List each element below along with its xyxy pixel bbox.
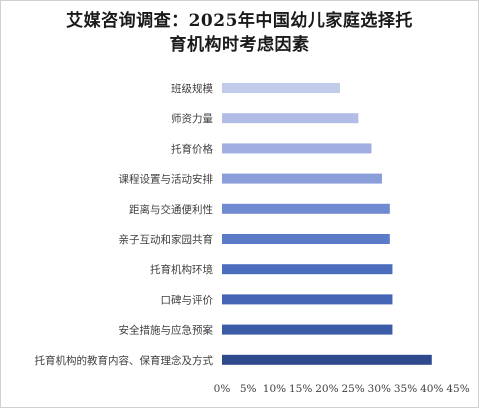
category-label-1: 班级规模 xyxy=(171,82,213,95)
category-label-3: 托育价格 xyxy=(171,142,213,155)
x-tick-label-8: 40% xyxy=(420,383,443,395)
category-label-7: 托育机构环境 xyxy=(150,263,213,276)
bar-7 xyxy=(222,264,393,275)
bar-6 xyxy=(222,234,390,244)
bar-3 xyxy=(222,143,372,154)
bar-4 xyxy=(222,173,382,184)
x-tick-label-0: 0% xyxy=(214,383,231,395)
x-tick-label-2: 10% xyxy=(263,383,286,395)
x-tick-label-3: 15% xyxy=(289,383,312,395)
x-tick-label-1: 5% xyxy=(240,383,257,395)
bar-1 xyxy=(222,83,340,93)
x-tick-label-4: 20% xyxy=(315,383,338,395)
category-label-6: 亲子互动和家园共育 xyxy=(119,233,214,246)
category-label-4: 课程设置与活动安排 xyxy=(119,173,214,186)
x-tick-label-5: 25% xyxy=(341,383,364,395)
category-label-9: 安全措施与应急预案 xyxy=(119,324,214,337)
x-tick-label-7: 35% xyxy=(394,383,417,395)
category-label-5: 距离与交通便利性 xyxy=(129,203,213,216)
bar-5 xyxy=(222,203,390,214)
category-label-2: 师资力量 xyxy=(171,112,213,125)
bar-8 xyxy=(222,294,393,305)
category-label-10: 托育机构的教育内容、保育理念及方式 xyxy=(35,354,214,367)
x-tick-label-9: 45% xyxy=(446,383,469,395)
chart-title-line-2: 育机构时考虑因素 xyxy=(169,35,310,55)
bar-2 xyxy=(222,113,359,124)
chart-title: 艾媒咨询调查：2025年中国幼儿家庭选择托 育机构时考虑因素 xyxy=(11,9,468,57)
x-tick-label-6: 30% xyxy=(368,383,391,395)
bar-9 xyxy=(222,324,393,335)
bar-10 xyxy=(222,354,432,365)
category-label-8: 口碑与评价 xyxy=(161,293,214,306)
chart-title-line-1: 艾媒咨询调查：2025年中国幼儿家庭选择托 xyxy=(66,11,413,31)
